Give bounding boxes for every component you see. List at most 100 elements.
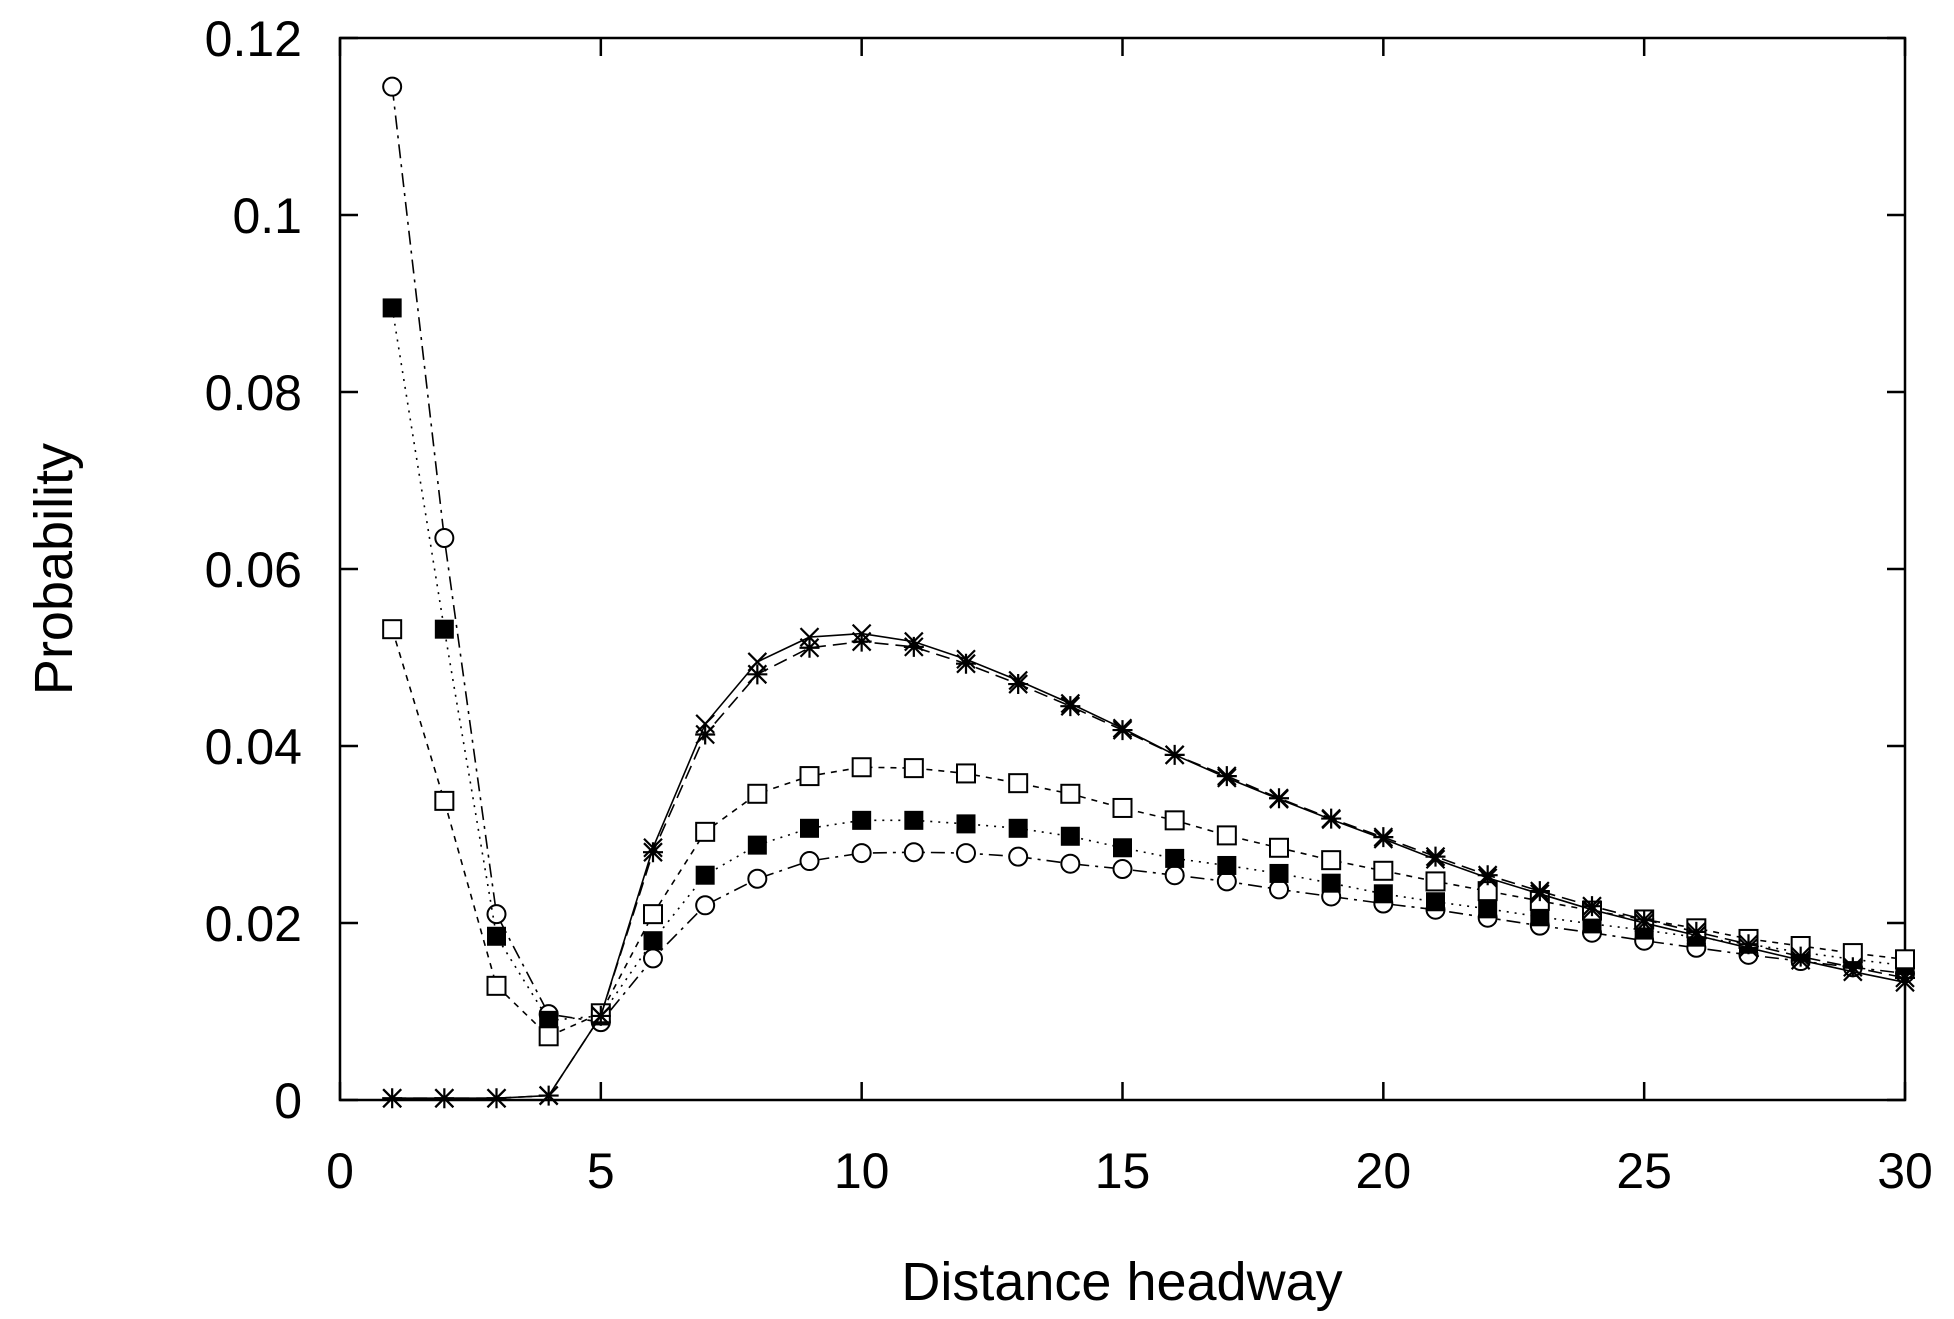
data-point-asterisk: [590, 1005, 611, 1026]
data-point-open-square: [956, 763, 976, 784]
series-line: [391, 307, 1906, 1022]
data-point-circle: [1060, 853, 1081, 874]
y-tick-label: 0.08: [205, 365, 302, 421]
data-point-open-square: [851, 757, 872, 778]
data-point-asterisk: [1060, 696, 1081, 717]
data-point-circle: [1269, 879, 1289, 900]
data-point-filled-square: [1478, 899, 1498, 919]
series-5: [382, 631, 1915, 1109]
y-tick-label: 0.02: [205, 896, 302, 952]
data-point-filled-square: [1165, 848, 1185, 868]
data-point-asterisk: [538, 1085, 559, 1106]
data-point-open-square: [1269, 837, 1289, 858]
series-1: [382, 76, 1915, 1033]
y-tick-label: 0: [274, 1073, 302, 1129]
y-tick-label: 0.1: [232, 188, 302, 244]
data-point-asterisk: [695, 724, 716, 745]
data-point-open-square: [903, 758, 924, 779]
data-point-asterisk: [956, 653, 976, 674]
y-tick-label: 0.04: [205, 719, 302, 775]
data-point-circle: [643, 948, 663, 969]
data-point-circle: [903, 842, 924, 863]
data-point-asterisk: [1425, 846, 1446, 867]
data-point-asterisk: [747, 664, 768, 685]
data-point-circle: [382, 76, 403, 97]
data-point-circle: [1216, 871, 1237, 892]
data-point-open-square: [695, 821, 716, 842]
data-point-open-square: [434, 790, 455, 811]
data-point-open-square: [1112, 797, 1133, 818]
data-point-circle: [1112, 859, 1133, 880]
plot-frame: [338, 36, 1907, 1102]
data-point-asterisk: [1582, 896, 1602, 917]
data-point-asterisk: [1269, 788, 1289, 809]
data-point-filled-square: [800, 818, 819, 838]
y-axis-label: Probability: [24, 443, 84, 695]
data-point-open-square: [538, 1026, 559, 1047]
data-point-asterisk: [1112, 720, 1133, 741]
data-point-filled-square: [852, 810, 872, 830]
data-point-asterisk: [1790, 946, 1811, 967]
axis-ticks: [338, 36, 1907, 1102]
data-point-asterisk: [1634, 909, 1655, 930]
data-point-open-square: [382, 619, 403, 640]
data-point-circle: [1164, 865, 1185, 886]
data-point-filled-square: [1321, 873, 1341, 893]
tick-labels: 0 5 10 15 20 25 30 0 0.02 0.04 0.06 0.08 0.1 0.12: [205, 11, 1933, 1199]
data-point-filled-square: [434, 619, 454, 639]
data-point-filled-square: [904, 810, 924, 830]
series-2: [382, 298, 1915, 1030]
data-point-circle: [486, 904, 507, 925]
data-point-circle: [851, 843, 872, 864]
data-point-open-square: [747, 783, 768, 804]
data-point-filled-square: [1269, 863, 1289, 883]
series-4: [382, 623, 1915, 1109]
data-point-filled-square: [487, 926, 506, 946]
data-point-asterisk: [799, 637, 820, 658]
data-point-circle: [434, 528, 455, 549]
series-line: [392, 632, 1906, 1099]
data-point-asterisk: [643, 842, 663, 863]
x-axis-label: Distance headway: [901, 1252, 1342, 1312]
data-point-open-square: [1060, 783, 1081, 804]
data-point-open-square: [486, 975, 507, 996]
data-point-open-square: [799, 766, 820, 787]
data-point-asterisk: [1895, 967, 1915, 988]
data-point-filled-square: [1217, 855, 1237, 875]
series-3: [382, 619, 1915, 1047]
data-point-open-square: [1895, 949, 1915, 970]
data-point-open-square: [1321, 850, 1342, 871]
data-point-asterisk: [903, 636, 924, 657]
data-point-open-square: [1425, 871, 1446, 892]
data-point-filled-square: [382, 298, 402, 318]
series-line: [391, 86, 1906, 1023]
y-tick-label: 0.06: [205, 542, 302, 598]
data-point-filled-square: [1113, 838, 1132, 858]
data-point-open-square: [1216, 825, 1237, 846]
data-point-circle: [747, 868, 768, 889]
data-point-filled-square: [643, 931, 663, 951]
data-point-circle: [799, 851, 820, 872]
data-point-circle: [695, 895, 716, 916]
data-point-filled-square: [747, 835, 767, 855]
data-point-asterisk: [1686, 921, 1707, 942]
data-point-asterisk: [1842, 957, 1863, 978]
data-point-asterisk: [1529, 881, 1550, 902]
data-point-filled-square: [695, 865, 715, 885]
data-point-asterisk: [1477, 865, 1498, 886]
data-point-filled-square: [1426, 892, 1445, 912]
data-point-asterisk: [382, 1088, 403, 1109]
x-tick-label: 20: [1356, 1143, 1412, 1199]
data-point-filled-square: [1008, 818, 1028, 838]
data-point-open-square: [1373, 860, 1394, 881]
data-point-filled-square: [1060, 826, 1080, 846]
data-point-asterisk: [1373, 827, 1394, 848]
series-line: [391, 628, 1906, 1038]
data-point-asterisk: [1164, 744, 1185, 765]
data-point-filled-square: [956, 814, 976, 834]
data-point-asterisk: [1321, 808, 1342, 829]
data-point-asterisk: [1216, 766, 1237, 787]
data-point-asterisk: [851, 631, 872, 652]
data-point-open-square: [1008, 773, 1029, 794]
